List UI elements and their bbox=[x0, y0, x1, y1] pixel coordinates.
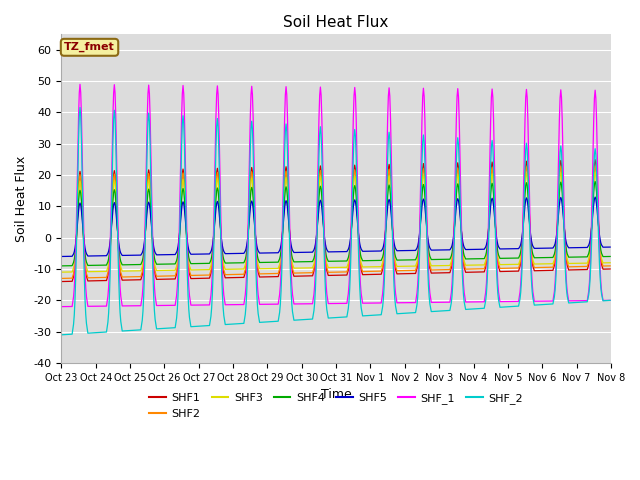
Line: SHF3: SHF3 bbox=[61, 172, 610, 272]
SHF3 bbox=[271, 265, 278, 271]
SHF_1 bbox=[271, 301, 279, 307]
SHF3 bbox=[606, 260, 614, 265]
SHF_2 bbox=[123, 328, 131, 334]
SHF2 bbox=[606, 263, 614, 269]
X-axis label: Time: Time bbox=[321, 388, 351, 401]
SHF2 bbox=[591, 163, 599, 168]
SHF2 bbox=[423, 228, 431, 234]
SHF5 bbox=[250, 214, 258, 219]
SHF3 bbox=[250, 202, 258, 207]
SHF_1 bbox=[424, 246, 431, 252]
SHF3 bbox=[591, 169, 599, 175]
SHF2 bbox=[58, 276, 65, 281]
SHF3 bbox=[58, 269, 65, 275]
SHF_1 bbox=[606, 298, 614, 303]
SHF4 bbox=[58, 263, 65, 269]
SHF_1 bbox=[123, 303, 131, 309]
SHF1 bbox=[250, 197, 258, 203]
SHF4 bbox=[271, 259, 278, 265]
SHF_2 bbox=[58, 332, 65, 338]
SHF4 bbox=[591, 179, 599, 184]
SHF5 bbox=[271, 250, 278, 256]
SHF4 bbox=[392, 256, 400, 262]
SHF_2 bbox=[271, 319, 279, 324]
Legend: SHF1, SHF2, SHF3, SHF4, SHF5, SHF_1, SHF_2: SHF1, SHF2, SHF3, SHF4, SHF5, SHF_1, SHF… bbox=[145, 389, 527, 423]
Title: Soil Heat Flux: Soil Heat Flux bbox=[284, 15, 389, 30]
SHF3 bbox=[392, 262, 400, 267]
SHF_1 bbox=[58, 304, 65, 310]
SHF1 bbox=[423, 228, 431, 234]
Line: SHF_1: SHF_1 bbox=[61, 84, 610, 307]
SHF5 bbox=[122, 252, 130, 258]
SHF4 bbox=[423, 228, 431, 234]
SHF5 bbox=[223, 251, 230, 256]
SHF1 bbox=[591, 157, 599, 163]
SHF2 bbox=[250, 199, 258, 204]
SHF2 bbox=[271, 271, 278, 276]
SHF4 bbox=[223, 260, 230, 266]
Line: SHF1: SHF1 bbox=[61, 160, 610, 282]
Text: TZ_fmet: TZ_fmet bbox=[64, 42, 115, 52]
SHF1 bbox=[271, 274, 278, 279]
SHF_1 bbox=[76, 82, 84, 87]
SHF_2 bbox=[424, 265, 431, 271]
SHF_2 bbox=[223, 322, 231, 327]
SHF3 bbox=[223, 266, 230, 272]
SHF1 bbox=[122, 277, 130, 283]
SHF4 bbox=[122, 262, 130, 268]
SHF1 bbox=[392, 269, 400, 275]
SHF1 bbox=[223, 275, 230, 281]
SHF3 bbox=[423, 228, 431, 234]
SHF_2 bbox=[76, 105, 84, 110]
SHF5 bbox=[392, 247, 400, 252]
SHF5 bbox=[423, 228, 431, 234]
SHF1 bbox=[606, 266, 614, 272]
SHF2 bbox=[392, 266, 400, 272]
SHF3 bbox=[122, 268, 130, 274]
SHF5 bbox=[58, 253, 65, 259]
SHF5 bbox=[591, 194, 599, 200]
SHF_2 bbox=[393, 311, 401, 317]
Line: SHF2: SHF2 bbox=[61, 166, 610, 278]
Line: SHF4: SHF4 bbox=[61, 181, 610, 266]
SHF4 bbox=[606, 253, 614, 259]
SHF2 bbox=[223, 272, 230, 277]
Y-axis label: Soil Heat Flux: Soil Heat Flux bbox=[15, 156, 28, 241]
SHF_2 bbox=[606, 298, 614, 303]
SHF_1 bbox=[223, 302, 231, 308]
SHF4 bbox=[250, 206, 258, 212]
SHF2 bbox=[122, 274, 130, 280]
Line: SHF5: SHF5 bbox=[61, 197, 610, 256]
Line: SHF_2: SHF_2 bbox=[61, 108, 610, 335]
SHF5 bbox=[606, 244, 614, 250]
SHF_1 bbox=[251, 184, 259, 190]
SHF1 bbox=[58, 279, 65, 285]
SHF_2 bbox=[251, 211, 259, 217]
SHF_1 bbox=[393, 300, 401, 306]
